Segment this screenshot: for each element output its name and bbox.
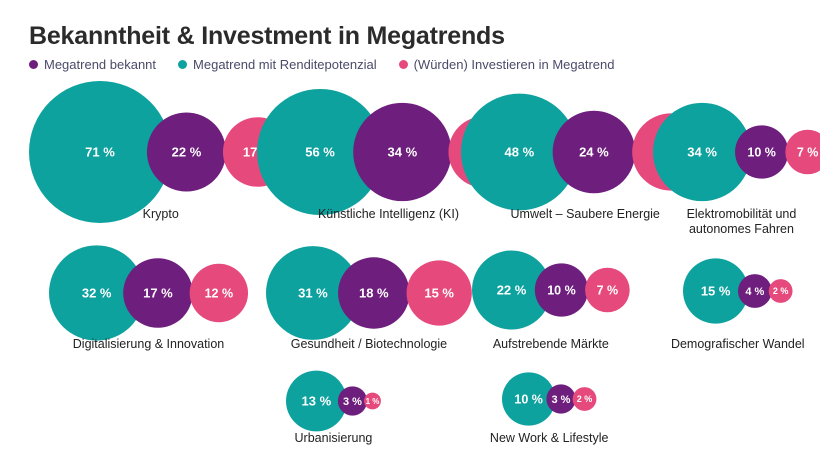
bubble-rendite [257,88,384,216]
bubble-bekannt [338,257,410,329]
bubble-investieren [189,263,249,323]
bubble-investieren [785,129,820,175]
legend-dot-icon [178,60,188,69]
category-label: autonomes Fahren [689,222,794,236]
bubble-value-label: 71 % [85,145,115,160]
bubble-value-label: 10 % [747,146,776,160]
bubble-value-label: 7 % [597,284,619,298]
bubble-value-label: 3 % [552,394,571,406]
bubble-rendite [502,372,556,426]
bubble-bekannt [353,102,452,202]
category-label: Umwelt – Saubere Energie [511,207,660,221]
category-label: Künstliche Intelligenz (KI) [318,207,459,221]
bubble-rendite [286,370,347,432]
bubble-value-label: 22 % [497,283,527,298]
bubble-value-label: 3 % [343,396,362,408]
bubble-group: 15 % 4 % 2 % Demografischer Wandel [671,258,805,351]
bubble-value-label: 31 % [298,286,328,301]
bubble-value-label: 1 % [366,397,380,406]
bubble-rendite [683,258,749,324]
bubble-rendite [266,246,360,340]
bubble-investieren [572,387,597,411]
bubble-group: 22 % 10 % 7 % Aufstrebende Märkte [472,250,630,351]
bubble-bekannt [337,386,368,416]
legend-item-bekannt: Megatrend bekannt [29,57,156,72]
legend-dot-icon [29,60,38,69]
bubble-bekannt [534,263,589,317]
bubble-group: 71 %22 %17 %Krypto [29,81,293,223]
bubble-investieren [364,392,381,410]
bubble-value-label: 2 % [577,394,593,404]
bubble-group: 32 % 17 % 12 % Digitalisierung & Innovation [49,245,249,351]
bubble-rendite [653,102,752,202]
bubble-investieren [768,279,793,303]
bubble-value-label: 10 % [547,284,576,298]
category-label: New Work & Lifestyle [490,431,609,445]
bubble-value-label: 18 % [359,286,389,301]
bubble-bekannt [546,384,576,414]
bubble-group: 31 % 18 % 15 % Gesundheit / Biotechnologie [266,246,472,351]
category-label: Krypto [143,207,179,221]
legend-item-investieren: (Würden) Investieren in Megatrend [398,57,615,72]
bubble-bekannt [738,274,772,308]
bubble-rendite [29,81,171,223]
bubble-value-label: 12 % [205,287,234,301]
bubble-value-label: 17 % [143,286,173,301]
category-label: Urbanisierung [295,431,373,445]
category-label: Gesundheit / Biotechnologie [291,337,447,351]
bubble-rendite [472,250,552,330]
bubble-value-label: 7 % [797,146,819,160]
bubble-value-label: 32 % [82,286,112,301]
bubble-investieren [406,260,472,326]
bubble-value-label: 13 % [302,394,332,409]
bubble-bekannt [735,125,789,179]
legend-label: Megatrend bekannt [44,57,157,72]
bubble-value-label: 48 % [505,145,535,160]
bubble-investieren [585,267,630,313]
bubble-value-label: 34 % [388,145,418,160]
bubble-group: 48 %24 %21 %Umwelt – Saubere Energie [460,93,710,221]
bubble-group: 13 % 3 % 1 % Urbanisierung [286,370,381,445]
legend-dot-icon [398,60,408,69]
bubble-value-label: 56 % [305,145,335,160]
bubble-value-label: 4 % [745,286,764,298]
bubble-group: 34 % 10 % 7 % Elektromobilität undautonomes… [653,102,820,236]
category-label: Elektromobilität und [687,207,797,221]
legend-label: Megatrend mit Renditepotenzial [193,57,377,72]
bubble-value-label: 2 % [773,286,789,296]
bubble-value-label: 15 % [701,284,731,299]
bubble-value-label: 34 % [687,145,717,160]
bubble-bekannt [146,112,226,192]
bubble-bekannt [123,258,193,328]
bubble-bekannt [552,110,636,194]
legend-label: (Würden) Investieren in Megatrend [413,57,615,72]
category-label: Aufstrebende Märkte [493,337,609,351]
legend: Megatrend bekannt Megatrend mit Renditep… [29,57,614,72]
bubble-rendite [460,93,578,211]
bubble-rendite [49,245,145,341]
category-label: Demografischer Wandel [671,337,805,351]
legend-item-rendite: Megatrend mit Renditepotenzial [178,57,377,72]
bubble-value-label: 24 % [579,145,609,160]
bubble-value-label: 10 % [514,393,543,407]
category-label: Digitalisierung & Innovation [73,337,225,351]
bubble-group: 10 % 3 % 2 % New Work & Lifestyle [490,372,609,445]
bubble-value-label: 15 % [424,286,454,301]
bubble-value-label: 22 % [172,145,202,160]
chart-title: Bekanntheit & Investment in Megatrends [29,22,505,50]
